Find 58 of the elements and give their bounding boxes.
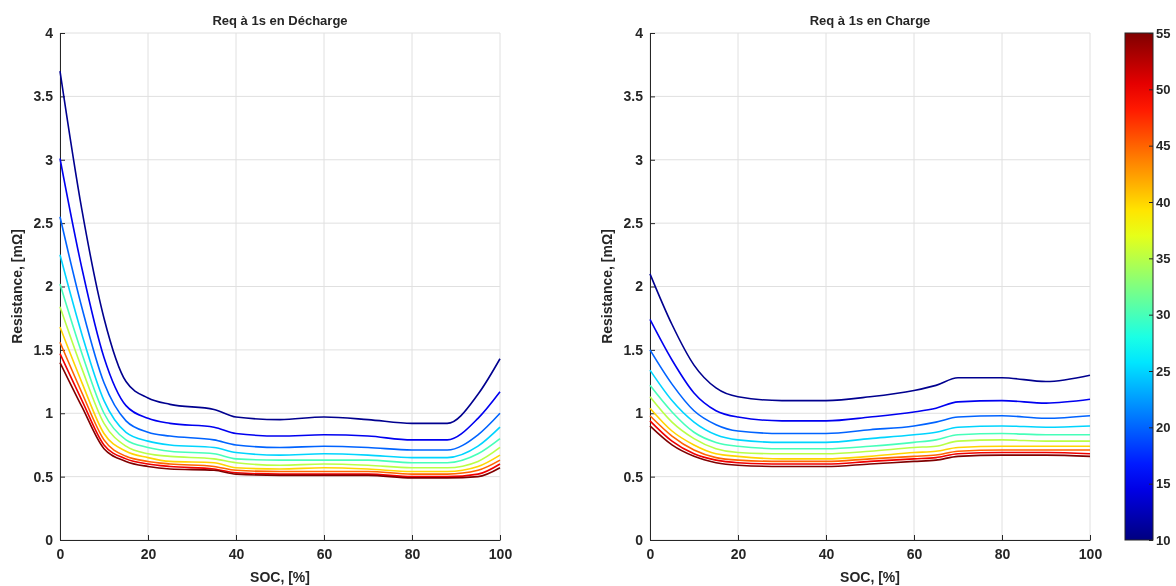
x-tick-label: 0 xyxy=(646,545,655,562)
x-tick-label: 40 xyxy=(228,545,245,562)
chart-title: Req à 1s en Décharge xyxy=(212,13,348,28)
line-series xyxy=(649,384,1091,450)
line-series xyxy=(649,318,1091,422)
y-tick-label: 1 xyxy=(45,405,54,422)
chart-title: Req à 1s en Charge xyxy=(809,13,931,28)
y-tick-label: 0 xyxy=(45,531,54,548)
y-tick-label: 0 xyxy=(635,531,644,548)
x-tick-label: 100 xyxy=(488,545,513,562)
color-bar-label: 55 xyxy=(1156,25,1171,41)
color-bar-label: 30 xyxy=(1156,307,1171,323)
y-tick-label: 0.5 xyxy=(623,468,644,485)
x-tick-label: 60 xyxy=(316,545,333,562)
y-tick-label: 2.5 xyxy=(33,215,54,232)
color-bar-label: 50 xyxy=(1156,81,1171,97)
y-tick-label: 3 xyxy=(45,151,54,168)
color-bar-label: 10 xyxy=(1156,532,1171,548)
x-tick-label: 60 xyxy=(906,545,923,562)
color-bar-label: 45 xyxy=(1156,138,1171,154)
x-axis-title: SOC, [%] xyxy=(250,569,310,585)
y-tick-label: 4 xyxy=(635,24,644,41)
line-series xyxy=(649,349,1091,435)
color-bar-label: 40 xyxy=(1156,194,1171,210)
y-tick-label: 2 xyxy=(45,278,54,295)
line-series xyxy=(649,369,1091,444)
line-series xyxy=(649,395,1091,455)
y-axis-title: Resistance, [mΩ] xyxy=(9,229,25,344)
y-tick-label: 3.5 xyxy=(33,88,54,105)
y-tick-label: 0.5 xyxy=(33,468,54,485)
x-tick-label: 20 xyxy=(730,545,747,562)
y-tick-label: 4 xyxy=(45,24,54,41)
y-tick-label: 1.5 xyxy=(33,341,54,358)
x-tick-label: 80 xyxy=(994,545,1011,562)
x-tick-label: 40 xyxy=(818,545,835,562)
line-series xyxy=(59,254,501,459)
y-tick-label: 2 xyxy=(635,278,644,295)
color-bar-label: 25 xyxy=(1156,363,1171,379)
x-tick-label: 0 xyxy=(56,545,65,562)
line-series xyxy=(649,407,1091,460)
line-series xyxy=(649,273,1091,402)
y-tick-label: 3 xyxy=(635,151,644,168)
y-tick-label: 1 xyxy=(635,405,644,422)
x-tick-label: 20 xyxy=(140,545,157,562)
color-bar-label: 20 xyxy=(1156,419,1171,435)
x-tick-label: 80 xyxy=(404,545,421,562)
y-tick-label: 3.5 xyxy=(623,88,644,105)
x-axis-title: SOC, [%] xyxy=(840,569,900,585)
y-tick-label: 2.5 xyxy=(623,215,644,232)
line-series xyxy=(59,157,501,441)
line-series xyxy=(59,70,501,425)
x-tick-label: 100 xyxy=(1078,545,1103,562)
color-bar-label: 35 xyxy=(1156,250,1171,266)
line-series xyxy=(59,215,501,451)
y-tick-label: 1.5 xyxy=(623,341,644,358)
line-series xyxy=(649,414,1091,463)
color-bar-label: 15 xyxy=(1156,476,1171,492)
y-axis-title: Resistance, [mΩ] xyxy=(599,229,615,344)
